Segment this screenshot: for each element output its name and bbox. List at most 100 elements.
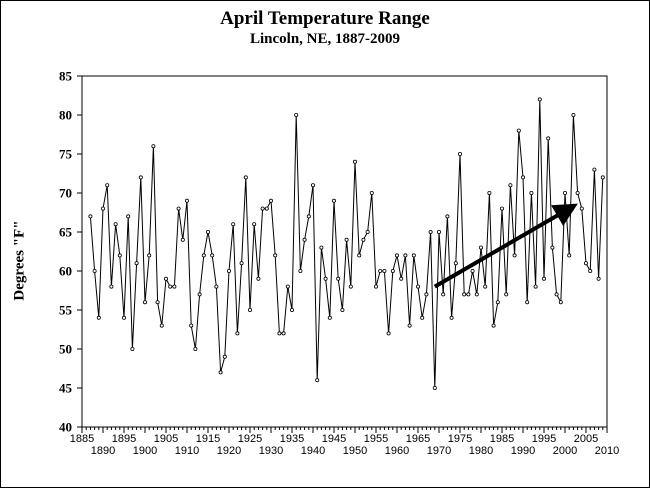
data-point (508, 183, 513, 188)
data-point (231, 222, 236, 227)
data-point (436, 229, 441, 234)
data-point (394, 253, 399, 258)
data-point (352, 159, 357, 164)
data-point (134, 261, 139, 266)
data-point (226, 268, 231, 273)
data-point (378, 268, 383, 273)
data-point (302, 237, 307, 242)
data-point (415, 284, 420, 289)
data-point (235, 331, 240, 336)
data-point (105, 183, 110, 188)
data-point (470, 268, 475, 273)
data-point (151, 144, 156, 149)
data-point (554, 292, 559, 297)
x-tick-label-lower: 1960 (385, 445, 409, 457)
data-point (542, 276, 547, 281)
data-point (281, 331, 286, 336)
data-point (159, 323, 164, 328)
data-point (331, 198, 336, 203)
data-point (193, 346, 198, 351)
data-point (588, 268, 593, 273)
data-point (336, 276, 341, 281)
data-point (403, 253, 408, 258)
data-point (138, 175, 143, 180)
data-point (592, 167, 597, 172)
data-point (537, 97, 542, 102)
y-tick-label: 60 (59, 264, 72, 279)
data-point (239, 261, 244, 266)
data-point (546, 136, 551, 141)
data-points (88, 97, 605, 390)
data-point (260, 206, 265, 211)
data-point (361, 237, 366, 242)
data-point (399, 276, 404, 281)
y-tick-label: 55 (59, 303, 73, 318)
x-tick-label-lower: 1940 (301, 445, 325, 457)
data-point (172, 284, 177, 289)
data-point (420, 315, 425, 320)
x-tick-label-upper: 1915 (196, 433, 220, 445)
x-tick-label-upper: 1895 (112, 433, 136, 445)
data-point (205, 229, 210, 234)
data-point (126, 214, 131, 219)
data-point (197, 292, 202, 297)
plot-area (81, 75, 608, 428)
data-point (504, 292, 509, 297)
data-point (210, 253, 215, 258)
data-point (357, 253, 362, 258)
data-point (575, 190, 580, 195)
data-point (533, 284, 538, 289)
data-point (529, 190, 534, 195)
y-tick-label: 45 (59, 381, 73, 396)
x-tick-label-lower: 1900 (133, 445, 157, 457)
x-tick-label-upper: 1935 (280, 433, 304, 445)
x-tick-label-upper: 1905 (154, 433, 178, 445)
data-point (600, 175, 605, 180)
data-point (243, 175, 248, 180)
x-tick-label-upper: 1975 (448, 433, 472, 445)
y-tick-label: 85 (59, 69, 73, 84)
data-point (155, 300, 160, 305)
data-point (521, 175, 526, 180)
data-point (596, 276, 601, 281)
data-point (109, 284, 114, 289)
x-tick-label-upper: 1965 (406, 433, 430, 445)
data-point (386, 331, 391, 336)
data-point (256, 276, 261, 281)
x-tick-label-lower: 1890 (91, 445, 115, 457)
data-point (453, 261, 458, 266)
trend-arrow (433, 203, 578, 289)
data-point (483, 284, 488, 289)
data-point (411, 253, 416, 258)
x-tick-label-upper: 1885 (70, 433, 94, 445)
x-tick-label-lower: 1920 (217, 445, 241, 457)
data-point (214, 284, 219, 289)
data-point (340, 307, 345, 312)
data-point (491, 323, 496, 328)
data-point (428, 229, 433, 234)
data-point (382, 268, 387, 273)
data-point (285, 284, 290, 289)
data-point (142, 300, 147, 305)
data-point (222, 354, 227, 359)
data-point (184, 198, 189, 203)
data-point (268, 198, 273, 203)
x-tick-label-upper: 1925 (238, 433, 262, 445)
data-point (449, 315, 454, 320)
data-point (499, 206, 504, 211)
y-tick-label: 75 (59, 147, 73, 162)
chart-subtitle: Lincoln, NE, 1887-2009 (249, 31, 400, 47)
data-point (571, 113, 576, 118)
x-tick-label-lower: 1980 (469, 445, 493, 457)
data-point (310, 183, 315, 188)
data-point (462, 292, 467, 297)
y-tick-label: 50 (59, 342, 72, 357)
data-point (277, 331, 282, 336)
data-point (512, 253, 517, 258)
x-tick-label-upper: 2005 (574, 433, 598, 445)
data-point (365, 229, 370, 234)
data-point (432, 385, 437, 390)
data-point (445, 214, 450, 219)
